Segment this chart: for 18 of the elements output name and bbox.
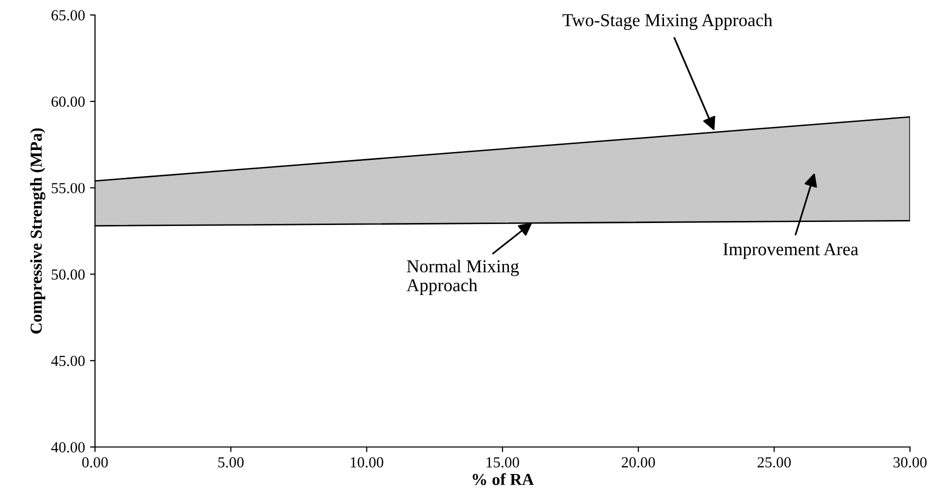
x-tick-label: 0.00 xyxy=(82,457,108,468)
annotation: Two-Stage Mixing Approach xyxy=(562,14,772,30)
x-tick-label: 5.00 xyxy=(218,457,244,468)
annotation: Normal Mixing Approach xyxy=(406,260,519,296)
y-tick-label: 45.00 xyxy=(51,356,85,366)
x-tick-label: 25.00 xyxy=(758,457,791,468)
y-axis-title: Compressive Strength (MPa) xyxy=(30,128,46,334)
x-tick-label: 10.00 xyxy=(350,457,384,468)
y-tick-label: 65.00 xyxy=(52,10,85,21)
y-tick-label: 50.00 xyxy=(52,269,85,280)
x-tick-label: 20.00 xyxy=(622,457,655,468)
x-tick-label: 30.00 xyxy=(894,457,927,468)
y-tick-label: 40.00 xyxy=(51,442,85,453)
x-axis-title: % of RA xyxy=(472,473,534,486)
annotation: Improvement Area xyxy=(723,243,858,260)
y-tick-label: 60.00 xyxy=(52,96,85,107)
x-tick-label: 15.00 xyxy=(486,457,520,468)
y-tick-label: 55.00 xyxy=(52,182,85,194)
